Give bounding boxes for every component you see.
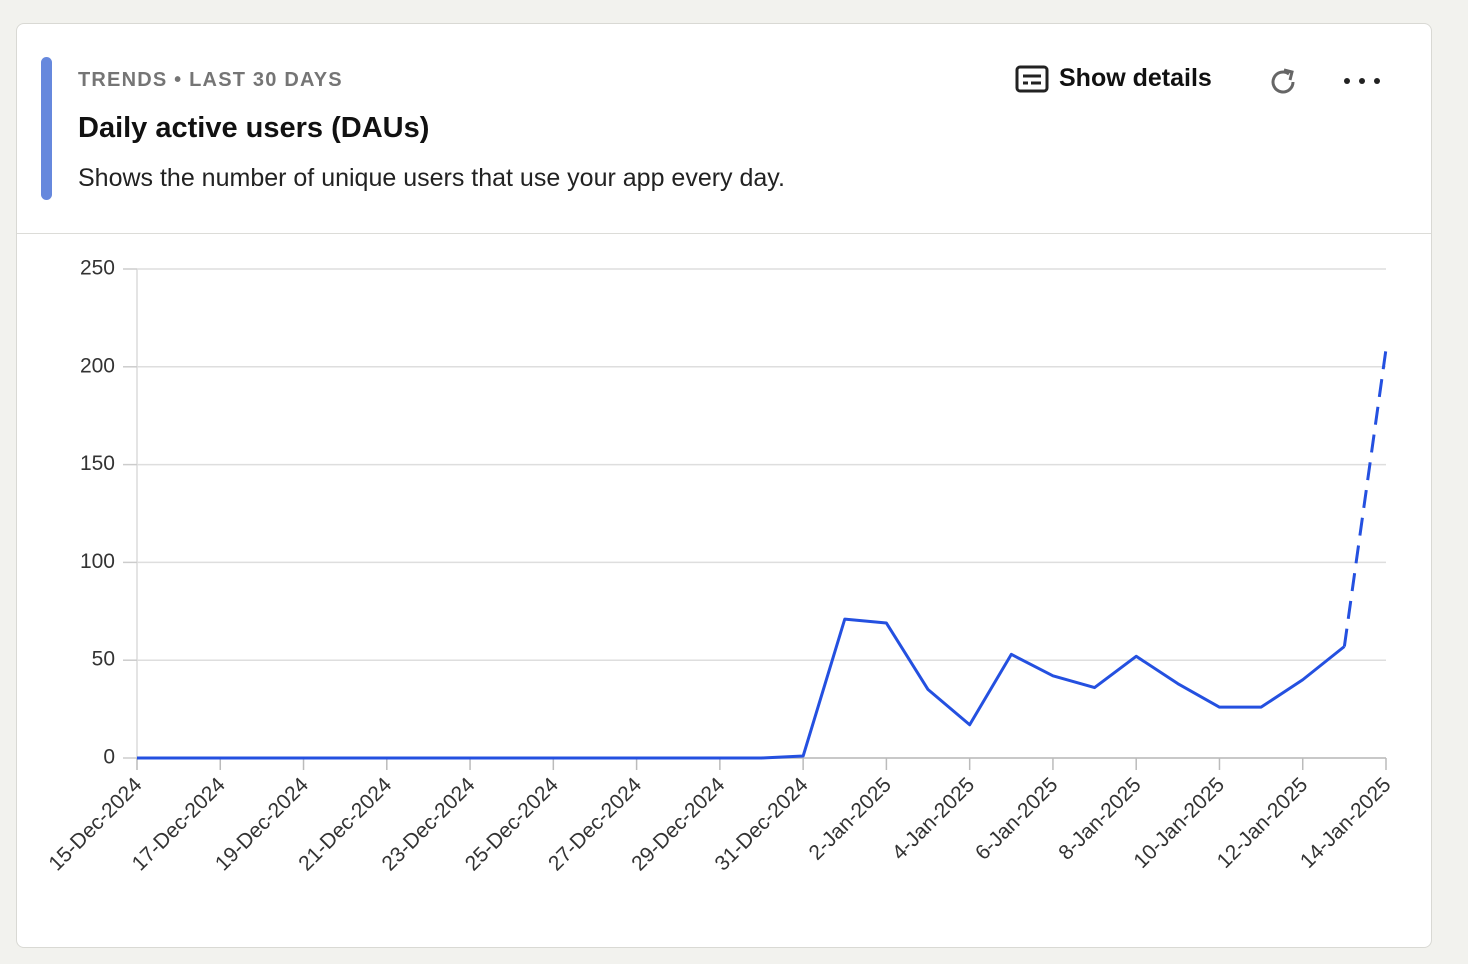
card-subtitle: Shows the number of unique users that us…	[78, 164, 785, 192]
card-title: Daily active users (DAUs)	[78, 112, 430, 144]
x-tick-label: 2-Jan-2025	[805, 773, 896, 864]
more-button[interactable]	[1343, 74, 1383, 88]
show-details-button[interactable]: Show details	[1015, 64, 1212, 93]
eyebrow: TRENDS • LAST 30 DAYS	[78, 69, 343, 91]
divider	[17, 233, 1431, 234]
y-tick-label: 150	[80, 452, 115, 475]
line-series	[137, 617, 1346, 760]
y-tick-label: 50	[92, 648, 115, 671]
x-tick-label: 6-Jan-2025	[971, 773, 1062, 864]
x-tick-label: 8-Jan-2025	[1054, 773, 1145, 864]
y-tick-label: 100	[80, 550, 115, 573]
accent-bar	[41, 57, 52, 200]
y-tick-label: 200	[80, 354, 115, 377]
show-details-label[interactable]: Show details	[1059, 64, 1212, 92]
refresh-button[interactable]	[1267, 66, 1299, 98]
card: TRENDS • LAST 30 DAYS Daily active users…	[16, 23, 1432, 948]
line-series-dashed	[1342, 348, 1388, 647]
x-tick-label: 4-Jan-2025	[888, 773, 979, 864]
y-tick-label: 0	[103, 746, 115, 769]
y-tick-label: 250	[80, 257, 115, 280]
details-icon	[1015, 65, 1049, 92]
